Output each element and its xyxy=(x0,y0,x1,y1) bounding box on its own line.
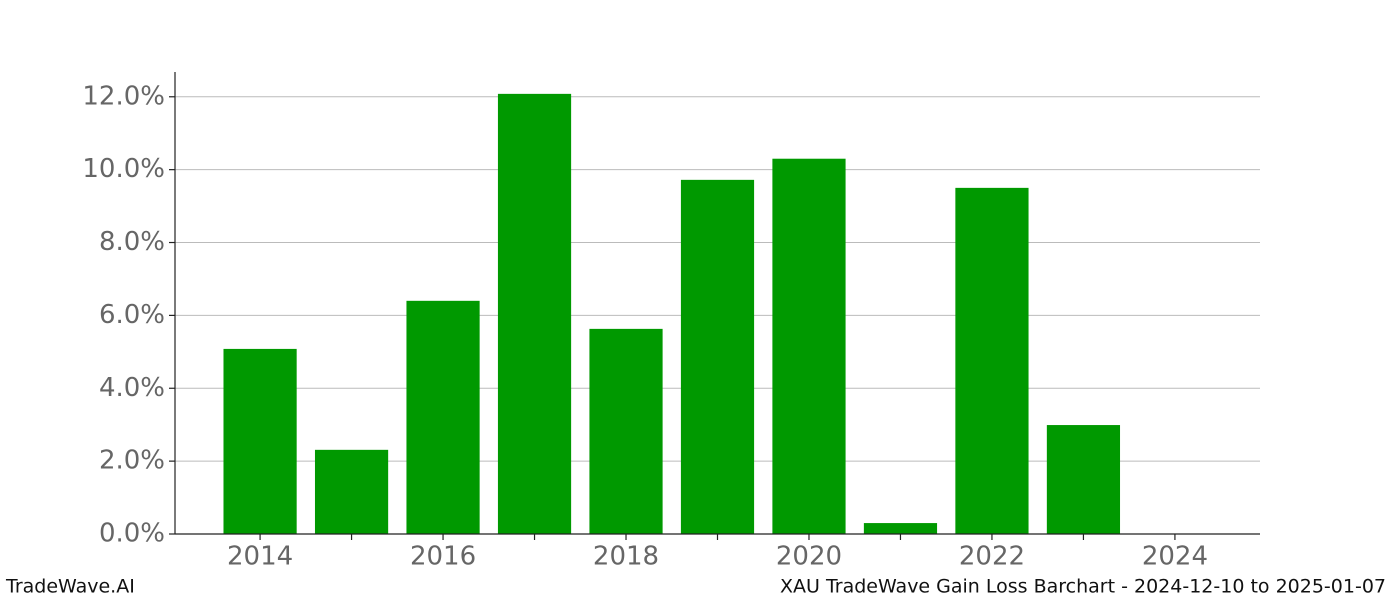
y-tick-label: 8.0% xyxy=(99,227,165,257)
y-tick-label: 0.0% xyxy=(99,519,165,549)
x-tick-label: 2014 xyxy=(227,542,293,572)
y-tick-label: 12.0% xyxy=(82,81,165,111)
x-tick-label: 2018 xyxy=(593,542,659,572)
bar xyxy=(772,158,846,534)
bar xyxy=(406,300,480,534)
bar xyxy=(223,348,297,534)
bar xyxy=(589,328,663,534)
bar xyxy=(1046,425,1121,534)
x-tick-label: 2024 xyxy=(1142,542,1208,572)
x-tick-label: 2016 xyxy=(410,542,476,572)
y-tick-label: 2.0% xyxy=(99,446,165,476)
y-tick-label: 6.0% xyxy=(99,300,165,330)
bar xyxy=(863,523,938,534)
x-tick-label: 2022 xyxy=(959,542,1025,572)
y-tick-label: 4.0% xyxy=(99,373,165,403)
bar xyxy=(314,449,389,534)
bar xyxy=(497,93,572,534)
bar xyxy=(955,187,1029,534)
watermark: TradeWave.AI xyxy=(5,576,135,598)
x-tick-label: 2020 xyxy=(776,542,842,572)
y-tick-label: 10.0% xyxy=(82,154,165,184)
bar xyxy=(680,179,755,535)
caption: XAU TradeWave Gain Loss Barchart - 2024-… xyxy=(780,576,1386,598)
